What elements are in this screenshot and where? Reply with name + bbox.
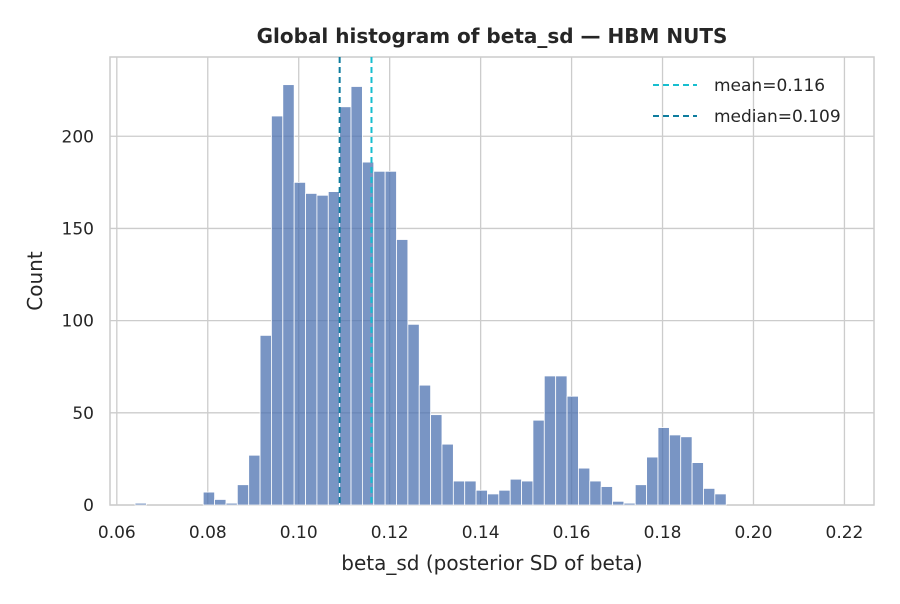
x-axis-label: beta_sd (posterior SD of beta) (341, 551, 642, 575)
chart-title: Global histogram of beta_sd — HBM NUTS (257, 24, 728, 48)
x-tick-label: 0.12 (371, 523, 409, 543)
histogram-bar (509, 478, 522, 506)
x-tick-labels: 0.06 0.08 0.10 0.12 0.14 0.16 0.18 0.20 0.22 (98, 523, 863, 543)
histogram-bar (384, 170, 397, 506)
reference-lines (338, 57, 373, 505)
histogram-bar (532, 419, 545, 506)
y-tick-label: 0 (83, 496, 94, 516)
histogram-bar (282, 84, 295, 506)
histogram-bar (566, 395, 579, 506)
y-axis-label: Count (23, 251, 47, 311)
histogram-bar (475, 489, 488, 506)
histogram-bar (293, 181, 306, 506)
histogram-bar (361, 161, 375, 506)
histogram-bar (612, 500, 625, 506)
x-tick-label: 0.18 (644, 523, 682, 543)
x-tick-label: 0.14 (462, 523, 500, 543)
y-tick-label: 150 (62, 219, 94, 239)
histogram-bar (543, 375, 557, 506)
histogram-bar (430, 414, 443, 506)
histogram-bar (464, 480, 477, 506)
x-tick-label: 0.20 (735, 523, 773, 543)
histogram-bar (407, 323, 420, 506)
histogram-bar (680, 436, 693, 506)
histogram-bar (248, 454, 261, 506)
y-tick-label: 100 (62, 312, 94, 332)
histogram-bar (623, 502, 636, 506)
histogram-bar (646, 456, 659, 506)
histogram-bar (657, 427, 670, 506)
histogram-bars (134, 84, 727, 506)
histogram-bar (305, 193, 318, 506)
histogram-bar (396, 239, 409, 506)
x-tick-label: 0.22 (826, 523, 864, 543)
histogram-bar (487, 493, 500, 506)
histogram-bar (202, 491, 215, 506)
histogram-bar (225, 502, 238, 506)
histogram-bar (373, 170, 386, 506)
histogram-bar (134, 502, 147, 506)
histogram-bar (350, 86, 363, 506)
histogram-bar (691, 462, 704, 506)
histogram-bar (578, 467, 591, 506)
legend: mean=0.116 median=0.109 (653, 76, 841, 127)
x-tick-label: 0.06 (98, 523, 136, 543)
histogram-bar (271, 115, 284, 506)
histogram-bar (452, 480, 466, 506)
y-tick-labels: 0 50 100 150 200 (62, 127, 94, 516)
histogram-bar (634, 484, 648, 506)
histogram-bar (521, 480, 534, 506)
x-tick-label: 0.08 (189, 523, 227, 543)
histogram-bar (441, 443, 454, 506)
y-tick-label: 200 (62, 127, 94, 147)
x-tick-label: 0.10 (280, 523, 318, 543)
histogram-bar (498, 489, 511, 506)
y-tick-label: 50 (72, 404, 94, 424)
histogram-bar (703, 488, 716, 506)
histogram-bar (555, 375, 568, 506)
legend-label-mean: mean=0.116 (714, 76, 825, 96)
histogram-bar (589, 480, 602, 506)
histogram-bar (339, 106, 352, 506)
histogram-bar (714, 493, 727, 506)
legend-label-median: median=0.109 (714, 107, 841, 127)
plot-area (109, 56, 875, 506)
histogram-bar (316, 194, 329, 506)
histogram-bar (259, 334, 272, 506)
histogram-bar (327, 191, 341, 506)
histogram-bar (600, 486, 613, 506)
histogram-bar (236, 484, 250, 506)
histogram-bar (418, 384, 432, 506)
x-tick-label: 0.16 (553, 523, 591, 543)
histogram-bar (668, 434, 682, 506)
histogram-bar (214, 499, 227, 506)
